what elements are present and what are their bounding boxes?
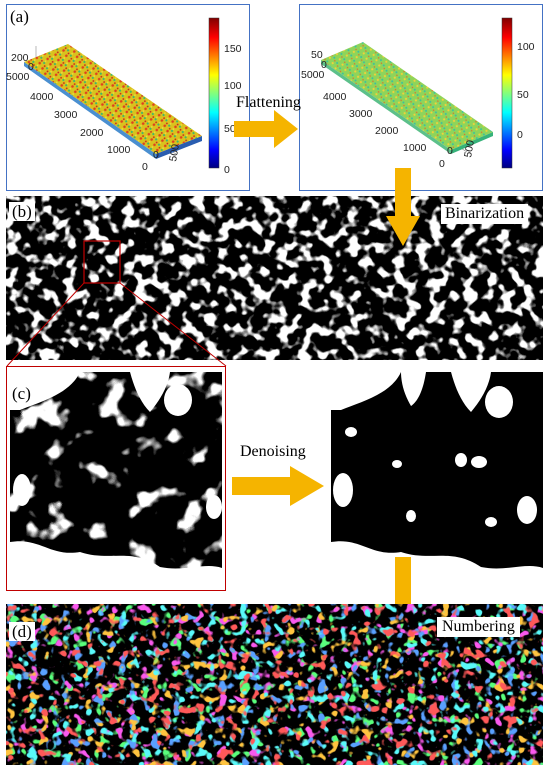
flat-y-tick: 2000: [375, 125, 399, 137]
flat-colorbar-tick: 100: [517, 41, 535, 53]
raw-y-tick: 2000: [80, 127, 104, 139]
flat-colorbar-tick: 50: [517, 89, 529, 101]
raw-x-tick: 500: [167, 143, 182, 162]
numbered-particles-image: [6, 604, 543, 765]
flat-x-tick: 500: [462, 139, 477, 158]
zoomed-binarized-image: [10, 372, 222, 586]
flattened-surface-plot: 50 0 5000 4000 3000 2000 1000 0 0 500 10…: [301, 17, 535, 170]
raw-colorbar-tick: 0: [224, 164, 230, 176]
raw-y-tick: 1000: [107, 144, 131, 156]
raw-colorbar-tick: 50: [224, 123, 236, 135]
flat-y-tick: 0: [439, 158, 445, 170]
numbering-label: Numbering: [437, 617, 520, 637]
raw-x-tick: 0: [153, 149, 159, 161]
panel-c-label: (c): [9, 384, 34, 403]
raw-surface-plot: 200 0 5000 4000 3000 2000 1000 0 0 500 1…: [6, 17, 242, 176]
zoom-region-box: [83, 240, 121, 284]
panel-b-label: (b): [9, 202, 35, 221]
raw-y-tick: 5000: [6, 71, 30, 83]
flat-colorbar: [501, 17, 513, 169]
raw-y-tick: 3000: [54, 109, 78, 121]
raw-y-tick: 0: [142, 161, 148, 173]
flat-y-tick: 1000: [403, 142, 427, 154]
flat-z-tick: 0: [321, 59, 327, 71]
denoising-arrow: [232, 466, 324, 506]
panel-a-label: (a): [10, 7, 29, 26]
raw-z-tick: 0: [28, 61, 34, 73]
panel-d-label: (d): [9, 622, 35, 641]
flat-y-tick: 5000: [301, 69, 325, 81]
flattening-label: Flattening: [236, 94, 301, 111]
denoising-label: Denoising: [240, 443, 306, 460]
flat-colorbar-tick: 0: [517, 129, 523, 141]
flat-x-tick: 0: [447, 145, 453, 157]
flat-z-tick: 50: [311, 49, 323, 61]
binarization-label: Binarization: [441, 204, 529, 224]
flat-y-tick: 3000: [349, 108, 373, 120]
flat-y-tick: 4000: [323, 91, 347, 103]
raw-z-tick: 200: [11, 52, 29, 64]
raw-colorbar-tick: 100: [224, 80, 242, 92]
raw-colorbar-tick: 150: [224, 43, 242, 55]
binarization-arrow: [386, 168, 420, 246]
denoised-image: [331, 372, 543, 586]
flattening-arrow: [234, 110, 298, 148]
raw-y-tick: 4000: [30, 91, 54, 103]
raw-colorbar: [208, 17, 220, 169]
